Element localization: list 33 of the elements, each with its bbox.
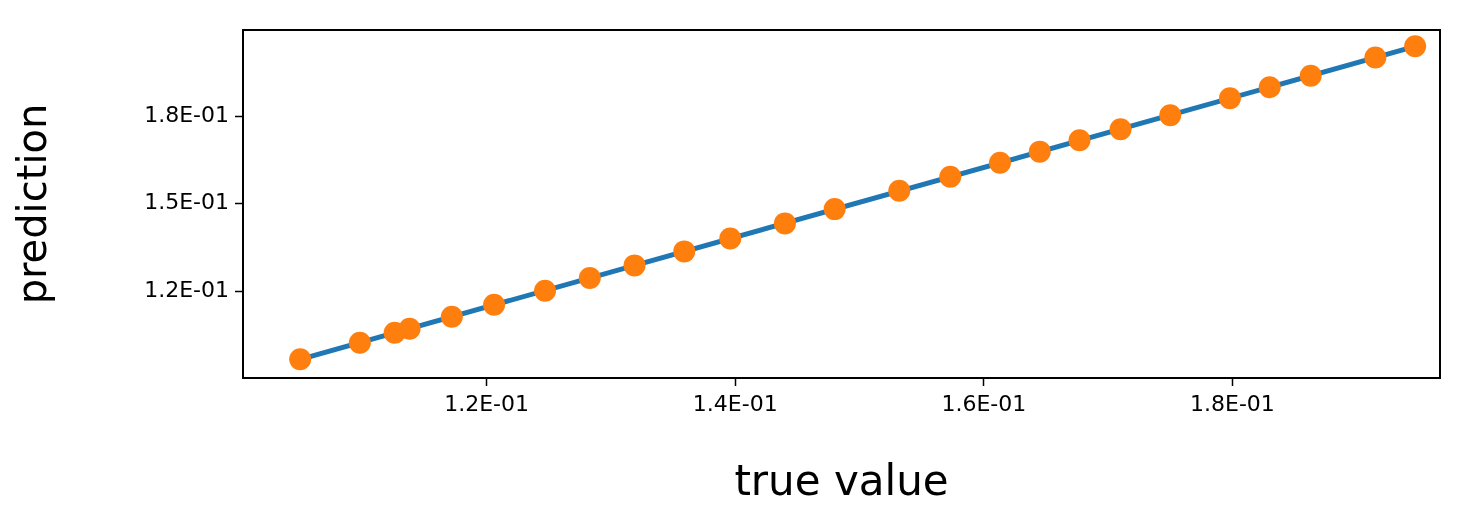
point	[483, 293, 506, 316]
y-tick-label: 1.8E-01	[144, 101, 229, 127]
x-tick-label: 1.8E-01	[1190, 390, 1275, 416]
point	[1159, 104, 1182, 127]
point	[888, 179, 911, 202]
point	[823, 198, 846, 221]
point	[348, 331, 371, 354]
point	[939, 165, 962, 188]
point	[719, 227, 742, 250]
x-axis-title: true value	[734, 455, 949, 505]
point	[1404, 35, 1427, 58]
point	[1109, 118, 1132, 141]
x-tick-label: 1.6E-01	[941, 390, 1027, 416]
point	[1258, 76, 1281, 99]
point	[440, 305, 463, 328]
x-tick-label: 1.4E-01	[692, 390, 778, 416]
point	[289, 348, 312, 371]
point	[673, 240, 696, 263]
point	[1364, 46, 1387, 69]
y-tick-label: 1.5E-01	[144, 189, 229, 215]
point	[1068, 129, 1091, 152]
y-tick-label: 1.2E-01	[144, 276, 229, 302]
point	[1299, 64, 1322, 87]
point	[398, 317, 421, 340]
point	[988, 151, 1011, 174]
y-axis-title: prediction	[9, 103, 56, 305]
point	[623, 254, 646, 277]
point	[1028, 140, 1051, 163]
x-tick-label: 1.2E-01	[444, 390, 530, 416]
point	[1218, 87, 1241, 110]
point	[534, 279, 557, 302]
point	[773, 212, 796, 235]
point	[578, 266, 601, 289]
